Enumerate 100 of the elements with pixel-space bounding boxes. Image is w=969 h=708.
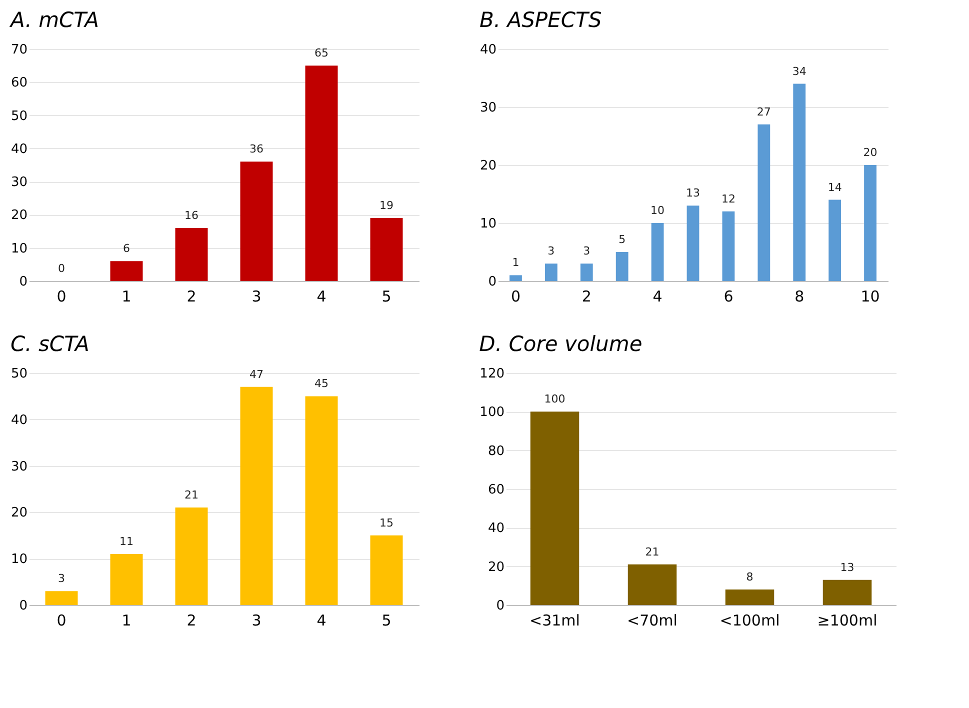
bar: [686, 206, 700, 281]
y-tick-label: 60: [10, 76, 28, 91]
x-tick-label: 4: [316, 612, 326, 630]
bar: [544, 264, 558, 281]
bar: [725, 590, 774, 605]
x-tick-label: 10: [860, 288, 880, 306]
data-label: 19: [380, 199, 394, 212]
data-label: 13: [686, 186, 700, 200]
y-tick-label: 50: [10, 108, 28, 124]
bar: [628, 564, 677, 605]
y-tick-label: 0: [496, 598, 504, 614]
data-label: 15: [380, 516, 394, 530]
x-tick-label: 1: [122, 612, 132, 630]
data-label: 0: [58, 262, 65, 275]
data-label: 12: [721, 192, 736, 206]
data-label: 3: [58, 572, 65, 586]
chart-title: A. mCTA: [8, 8, 99, 32]
y-tick-label: 20: [10, 506, 28, 521]
x-tick-label: 4: [652, 288, 662, 306]
data-label: 10: [650, 204, 665, 217]
bar: [240, 162, 273, 281]
bar: [45, 591, 78, 605]
bar: [305, 396, 338, 605]
bar: [240, 386, 273, 605]
data-label: 20: [863, 146, 878, 159]
bar: [822, 580, 872, 605]
y-tick-label: 40: [10, 412, 28, 428]
x-tick-label: 8: [794, 288, 804, 306]
bar: [864, 165, 876, 281]
y-tick-label: 60: [488, 482, 504, 498]
data-label: 13: [840, 560, 854, 574]
x-tick-label: <31ml: [530, 612, 580, 630]
y-tick-label: 10: [10, 241, 28, 256]
data-label: 45: [314, 377, 328, 390]
bar: [530, 412, 580, 605]
y-tick-label: 10: [10, 552, 28, 568]
y-tick-label: 10: [480, 216, 496, 232]
bar: [793, 84, 806, 281]
x-tick-label: 1: [122, 288, 132, 306]
x-tick-label: 0: [56, 288, 66, 306]
y-tick-label: 30: [10, 459, 28, 474]
x-tick-label: 4: [316, 288, 326, 306]
x-tick-label: 6: [724, 288, 734, 306]
data-label: 27: [756, 105, 771, 118]
x-tick-label: <100ml: [720, 612, 780, 630]
y-tick-label: 80: [488, 444, 504, 459]
y-tick-label: 30: [10, 175, 28, 190]
y-tick-label: 0: [488, 274, 496, 290]
bar: [580, 264, 593, 281]
x-tick-label: 3: [252, 612, 262, 630]
data-label: 47: [250, 368, 264, 381]
x-tick-label: 3: [252, 288, 262, 306]
bar: [175, 508, 208, 605]
chart-title: D. Core volume: [479, 332, 642, 356]
x-tick-label: 0: [56, 612, 66, 630]
data-label: 5: [618, 233, 626, 246]
y-tick-label: 0: [19, 598, 28, 614]
x-tick-label: 5: [382, 288, 392, 306]
y-tick-label: 40: [10, 142, 28, 157]
bar: [510, 275, 522, 281]
y-tick-label: 20: [480, 158, 496, 174]
data-label: 21: [184, 488, 198, 502]
x-tick-label: 2: [582, 288, 592, 306]
data-label: 16: [184, 208, 198, 222]
x-tick-label: 2: [186, 612, 196, 630]
bar: [616, 252, 628, 281]
x-tick-label: 2: [186, 288, 196, 306]
bar: [370, 218, 403, 281]
x-tick-label: <70ml: [627, 612, 678, 630]
y-tick-label: 100: [480, 405, 504, 420]
y-tick-label: 40: [488, 521, 504, 536]
y-tick-label: 0: [19, 274, 28, 290]
x-tick-label: ≥100ml: [817, 612, 878, 630]
bar: [110, 554, 143, 605]
data-label: 11: [120, 534, 134, 548]
y-tick-label: 20: [10, 208, 28, 224]
data-label: 21: [645, 545, 660, 558]
bar: [758, 124, 770, 281]
chart-title: C. sCTA: [10, 332, 90, 356]
bar: [651, 223, 664, 281]
y-tick-label: 70: [10, 42, 28, 58]
chart-title: B. ASPECTS: [479, 8, 602, 32]
y-tick-label: 30: [480, 100, 496, 116]
y-tick-label: 50: [10, 366, 28, 382]
bar: [175, 228, 208, 281]
bar: [370, 535, 403, 605]
data-label: 1: [512, 256, 520, 270]
bar: [828, 200, 842, 281]
bar: [110, 261, 143, 281]
bar: [305, 66, 338, 281]
data-label: 36: [250, 142, 264, 156]
x-tick-label: 0: [510, 288, 520, 306]
data-label: 100: [544, 392, 566, 406]
data-label: 6: [123, 242, 130, 256]
data-label: 3: [548, 244, 555, 258]
bar: [722, 211, 735, 281]
x-tick-label: 5: [382, 612, 392, 630]
y-tick-label: 20: [488, 560, 504, 575]
data-label: 65: [314, 46, 328, 60]
data-label: 34: [792, 64, 806, 78]
